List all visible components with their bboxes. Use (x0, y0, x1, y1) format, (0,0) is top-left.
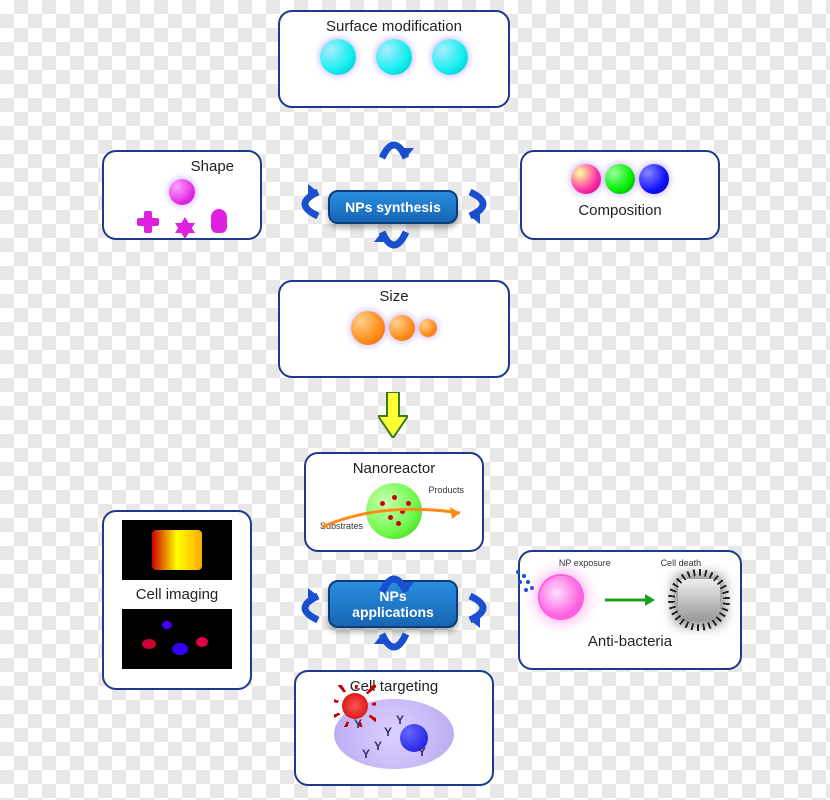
panel-shape: Shape (102, 150, 262, 240)
title-size: Size (288, 288, 500, 305)
shape-row-1 (112, 179, 252, 205)
panel-anti-bacteria: NP exposure Cell death Anti-bacteria (518, 550, 742, 670)
cyan-particle-spiked (320, 39, 356, 75)
title-nanoreactor: Nanoreactor (314, 460, 474, 477)
title-shape: Shape (112, 158, 252, 175)
label-nps-synthesis: NPs synthesis (345, 199, 441, 215)
surface-mod-particles (288, 39, 500, 75)
cell-imaging-image-2 (122, 609, 232, 669)
shape-star (175, 217, 195, 233)
panel-surface-modification: Surface modification (278, 10, 510, 108)
nanoreactor-arrow-icon (322, 505, 472, 535)
arrow-syn-down (372, 228, 416, 272)
bacteria-dead-icon (678, 579, 720, 621)
title-cell-targeting: Cell targeting (304, 678, 484, 695)
title-anti-bacteria: Anti-bacteria (528, 633, 732, 650)
arrow-yellow-down (378, 392, 408, 438)
title-cell-imaging: Cell imaging (112, 586, 242, 603)
title-composition: Composition (530, 202, 710, 219)
central-nps-synthesis: NPs synthesis (328, 190, 458, 224)
composition-ball-blue (639, 164, 669, 194)
arrow-app-up (372, 552, 416, 596)
arrow-app-right (466, 586, 510, 630)
label-products: Products (428, 485, 464, 495)
arrow-syn-up (372, 118, 416, 162)
panel-nanoreactor: Nanoreactor Substrates Products (304, 452, 484, 552)
panel-size: Size (278, 280, 510, 378)
panel-cell-imaging: Cell imaging (102, 510, 252, 690)
size-ball-small (419, 319, 437, 337)
composition-ball-green (605, 164, 635, 194)
title-surface-modification: Surface modification (288, 18, 500, 35)
arrow-syn-left (278, 182, 322, 226)
size-ball-large (351, 311, 385, 345)
panel-composition: Composition (520, 150, 720, 240)
label-cell-death: Cell death (661, 558, 702, 568)
arrow-app-left (278, 586, 322, 630)
bacteria-alive-icon (540, 576, 582, 618)
np-dots-icon (514, 568, 542, 596)
cell-targeting-graphic: Y Y Y Y Y Y (334, 699, 454, 769)
composition-ball-magenta (571, 164, 601, 194)
cyan-particle-dotted (376, 39, 412, 75)
size-balls (288, 311, 500, 345)
label-np-exposure: NP exposure (559, 558, 611, 568)
shape-cylinder (211, 209, 227, 233)
green-arrow-icon (605, 593, 655, 607)
panel-cell-targeting: Cell targeting Y Y Y Y Y Y (294, 670, 494, 786)
cell-imaging-image-1 (122, 520, 232, 580)
cyan-particle-triangles (432, 39, 468, 75)
arrow-syn-right (466, 182, 510, 226)
shape-sphere (169, 179, 195, 205)
size-ball-medium (389, 315, 415, 341)
shape-row-2 (112, 209, 252, 238)
shape-cross (137, 211, 159, 233)
antigen-icon (342, 693, 368, 719)
composition-balls (530, 164, 710, 194)
np-exposure-group (540, 576, 582, 623)
arrow-app-down (372, 630, 416, 674)
